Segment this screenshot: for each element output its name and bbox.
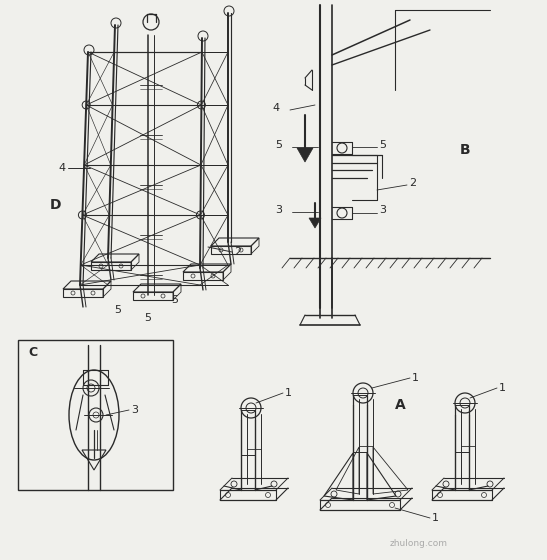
- Text: A: A: [395, 398, 406, 412]
- Text: 1: 1: [499, 383, 506, 393]
- Text: 5: 5: [114, 305, 121, 315]
- Text: B: B: [460, 143, 470, 157]
- Text: 4: 4: [273, 103, 280, 113]
- Text: 3: 3: [275, 205, 282, 215]
- Text: 5: 5: [275, 140, 282, 150]
- Text: 2: 2: [234, 247, 241, 257]
- Text: 2: 2: [409, 178, 416, 188]
- Text: 1: 1: [285, 388, 292, 398]
- Text: 1: 1: [412, 373, 419, 383]
- Polygon shape: [297, 148, 313, 162]
- Text: 5: 5: [379, 140, 386, 150]
- Text: C: C: [28, 346, 37, 358]
- Polygon shape: [309, 218, 321, 228]
- Text: 1: 1: [432, 513, 439, 523]
- Text: 5: 5: [172, 295, 178, 305]
- Bar: [18, 340, 173, 490]
- Text: 4: 4: [58, 163, 65, 173]
- Text: D: D: [50, 198, 61, 212]
- Text: 3: 3: [131, 405, 138, 415]
- Text: 3: 3: [379, 205, 386, 215]
- Text: zhulong.com: zhulong.com: [390, 539, 448, 548]
- Text: 5: 5: [144, 313, 152, 323]
